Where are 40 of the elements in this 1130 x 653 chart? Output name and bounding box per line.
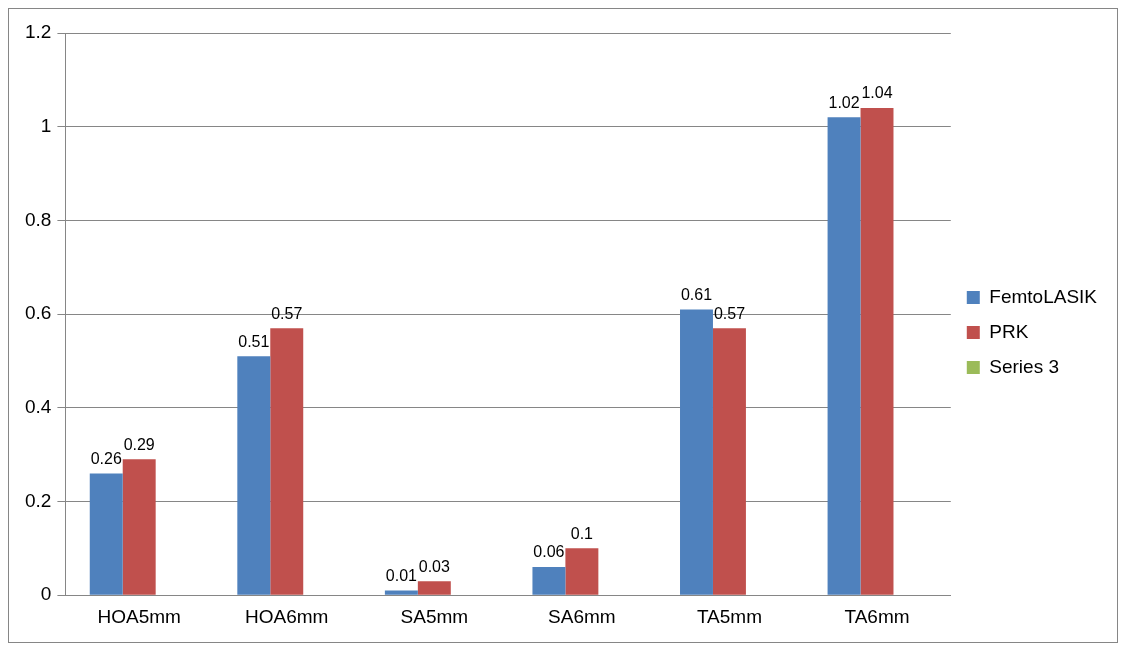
x-tick-label: SA5mm xyxy=(400,605,469,627)
x-tick-label: HOA5mm xyxy=(97,605,181,627)
data-label: 0.51 xyxy=(238,332,270,350)
legend-label: PRK xyxy=(989,320,1029,342)
data-label: 0.01 xyxy=(385,566,418,584)
data-label: 1.02 xyxy=(828,93,860,111)
data-label: 0.1 xyxy=(570,524,594,542)
legend-label: Series 3 xyxy=(989,355,1059,377)
x-tick-label: HOA6mm xyxy=(245,605,329,627)
y-tick-label: 1.2 xyxy=(24,21,52,43)
data-label: 0.26 xyxy=(90,449,122,467)
data-label: 1.04 xyxy=(861,84,893,102)
bar xyxy=(680,309,713,595)
bar xyxy=(565,548,599,595)
x-tick-label: TA6mm xyxy=(844,605,910,627)
bar xyxy=(860,107,894,595)
y-tick-label: 0.8 xyxy=(24,208,52,230)
data-label: 0.57 xyxy=(713,304,746,322)
bar xyxy=(270,328,304,595)
data-label: 0.29 xyxy=(123,435,155,453)
y-tick-label: 0.4 xyxy=(24,396,52,418)
y-tick-label: 0.2 xyxy=(24,489,52,511)
bar xyxy=(122,459,156,595)
legend-label: FemtoLASIK xyxy=(989,285,1098,307)
bar xyxy=(237,356,271,595)
data-label: 0.57 xyxy=(271,304,303,322)
bar xyxy=(827,117,861,595)
bar xyxy=(417,581,451,595)
y-tick-label: 0.6 xyxy=(24,302,52,324)
bar xyxy=(712,328,746,595)
bar xyxy=(384,590,418,595)
x-tick-label: SA6mm xyxy=(548,605,616,627)
data-label: 0.61 xyxy=(680,285,713,303)
bar xyxy=(532,567,566,595)
data-label: 0.06 xyxy=(533,543,565,561)
x-tick-label: TA5mm xyxy=(696,605,762,627)
bar xyxy=(89,473,123,595)
y-tick-label: 0 xyxy=(40,583,52,605)
y-tick-label: 1 xyxy=(40,114,52,136)
data-label: 0.03 xyxy=(418,557,450,575)
